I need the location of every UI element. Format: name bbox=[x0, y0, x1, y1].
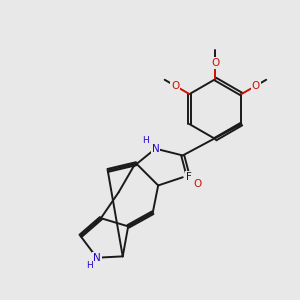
Text: O: O bbox=[171, 81, 179, 91]
Text: N: N bbox=[93, 253, 101, 263]
Text: O: O bbox=[211, 58, 220, 68]
Text: F: F bbox=[186, 172, 192, 182]
Text: H: H bbox=[86, 261, 93, 270]
Text: H: H bbox=[142, 136, 149, 145]
Text: O: O bbox=[194, 179, 202, 189]
Text: N: N bbox=[152, 144, 159, 154]
Text: O: O bbox=[251, 81, 260, 91]
